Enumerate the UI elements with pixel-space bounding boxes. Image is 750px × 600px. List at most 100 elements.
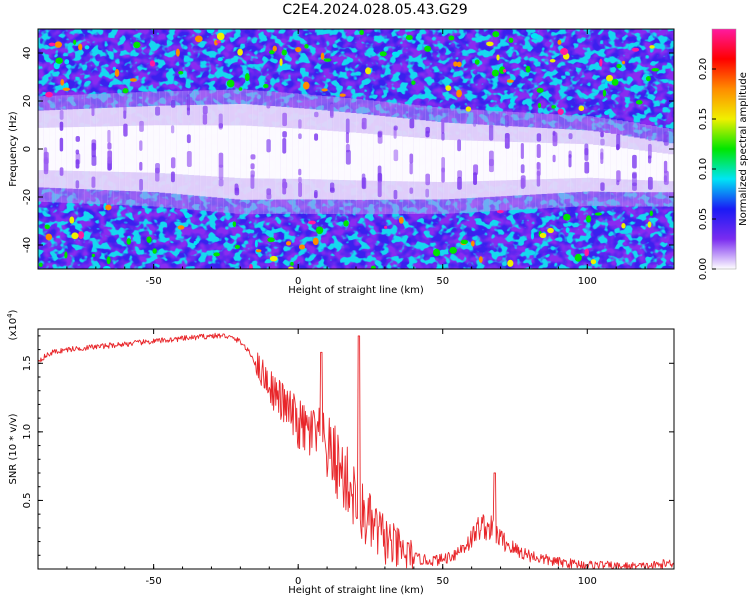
quiet-band-core [506, 141, 513, 181]
quiet-band-stripe [250, 163, 255, 170]
quiet-band-core [541, 142, 548, 180]
heatmap-speckle [286, 241, 292, 246]
quiet-band-stripe [409, 153, 414, 164]
heatmap-speckle [339, 93, 346, 97]
heatmap-speckle [281, 49, 287, 56]
heatmap-speckle [62, 87, 71, 91]
quiet-band-stripe [488, 150, 494, 167]
heatmap-speckle [379, 51, 387, 57]
heatmap-speckle [602, 89, 607, 97]
heatmap-speckle [73, 39, 77, 45]
quiet-band-core [165, 125, 172, 174]
heatmap-speckle [405, 35, 413, 41]
heatmap-speckle [216, 40, 222, 44]
heatmap-y-tick-label: -40 [22, 237, 33, 253]
quiet-band-stripe [186, 94, 190, 111]
heatmap-speckle [133, 41, 141, 49]
heatmap-speckle [445, 85, 452, 91]
snr-x-tick-label: 0 [295, 576, 301, 587]
quiet-band-stripe [298, 182, 303, 198]
heatmap-speckle [279, 58, 283, 66]
quiet-band-core [402, 136, 409, 182]
quiet-band-stripe [425, 188, 430, 198]
heatmap-speckle [315, 226, 324, 235]
quiet-band-stripe [663, 131, 669, 146]
quiet-band-stripe [536, 143, 541, 159]
heatmap-speckle [114, 69, 120, 77]
snr-x-tick-label: -50 [145, 576, 161, 587]
heatmap-speckles [38, 29, 660, 269]
quiet-band-core [199, 125, 207, 176]
heatmap-speckle [547, 227, 554, 234]
heatmap-speckle [370, 265, 376, 269]
quiet-band-stripe [298, 133, 302, 140]
heatmap-speckle [530, 33, 539, 40]
heatmap-speckle [213, 252, 221, 257]
quiet-band-stripe [616, 170, 621, 182]
quiet-band-stripe [139, 178, 143, 191]
quiet-band-core [130, 125, 137, 173]
quiet-band-core [95, 126, 103, 172]
quiet-band-stripe [584, 143, 589, 156]
heatmap-y-tick-label: 40 [22, 47, 33, 60]
quiet-band-core [275, 127, 282, 179]
quiet-band-core [477, 140, 484, 182]
heatmap-speckle [557, 39, 562, 45]
quiet-band-stripe [91, 176, 96, 188]
heatmap-speckle [456, 89, 462, 98]
quiet-band-core [263, 126, 270, 179]
heatmap-speckle [206, 29, 215, 34]
heatmap-area [38, 29, 674, 269]
heatmap-speckle [424, 45, 432, 52]
quiet-band-core [471, 140, 479, 182]
heatmap-speckle [567, 222, 572, 227]
heatmap-speckle [651, 68, 660, 72]
quiet-band-stripe [266, 193, 272, 200]
quiet-band-core [384, 135, 392, 181]
quiet-band-stripe [91, 142, 96, 158]
quiet-band-core [512, 141, 519, 181]
quiet-band-core [454, 140, 461, 182]
quiet-band-stripe [329, 103, 334, 119]
heatmap-ylabel: Frequency (Hz) [8, 111, 19, 187]
heatmap-speckle [55, 57, 63, 64]
quiet-band-stripe [139, 161, 143, 171]
quiet-band-core [535, 142, 542, 180]
heatmap-speckle [44, 224, 50, 230]
heatmap-x-tick-label: 100 [578, 276, 597, 287]
heatmap-speckle [507, 259, 514, 267]
quiet-band-stripe [345, 132, 349, 144]
quiet-band-stripe [425, 173, 430, 186]
quiet-band-stripe [552, 135, 558, 147]
heatmap-speckle [557, 108, 564, 115]
snr-y-tick-label: 1.5 [22, 355, 33, 371]
heatmap-speckle [492, 31, 500, 38]
quiet-band-stripe [632, 154, 637, 169]
heatmap-speckle [312, 237, 319, 246]
quiet-band-core [569, 143, 577, 179]
quiet-band-stripe [250, 170, 255, 178]
heatmap-speckle [599, 58, 603, 67]
quiet-band-core [217, 125, 224, 177]
quiet-band-stripe [663, 160, 668, 174]
snr-xlabel: Height of straight line (km) [288, 585, 424, 596]
heatmap-speckle [621, 223, 626, 229]
quiet-band-stripe [457, 176, 462, 190]
quiet-band-stripe [75, 180, 80, 189]
heatmap-speckle [585, 215, 592, 223]
quiet-band-stripe [282, 112, 287, 127]
heatmap-speckle [102, 265, 111, 269]
quiet-band-stripe [552, 154, 556, 163]
quiet-band-stripe [504, 138, 509, 144]
quiet-band-stripe [647, 143, 652, 159]
quiet-band-core [159, 125, 166, 174]
quiet-band-core [616, 147, 623, 180]
snr-x-tick-label: 50 [436, 576, 449, 587]
heatmap-speckle [272, 45, 277, 52]
quiet-band-core [460, 140, 467, 182]
quiet-band-core [581, 144, 588, 178]
quiet-band-stripe [75, 159, 80, 169]
heatmap-speckle [450, 248, 457, 254]
heatmap-speckle [611, 78, 619, 86]
quiet-band-core [113, 126, 120, 172]
